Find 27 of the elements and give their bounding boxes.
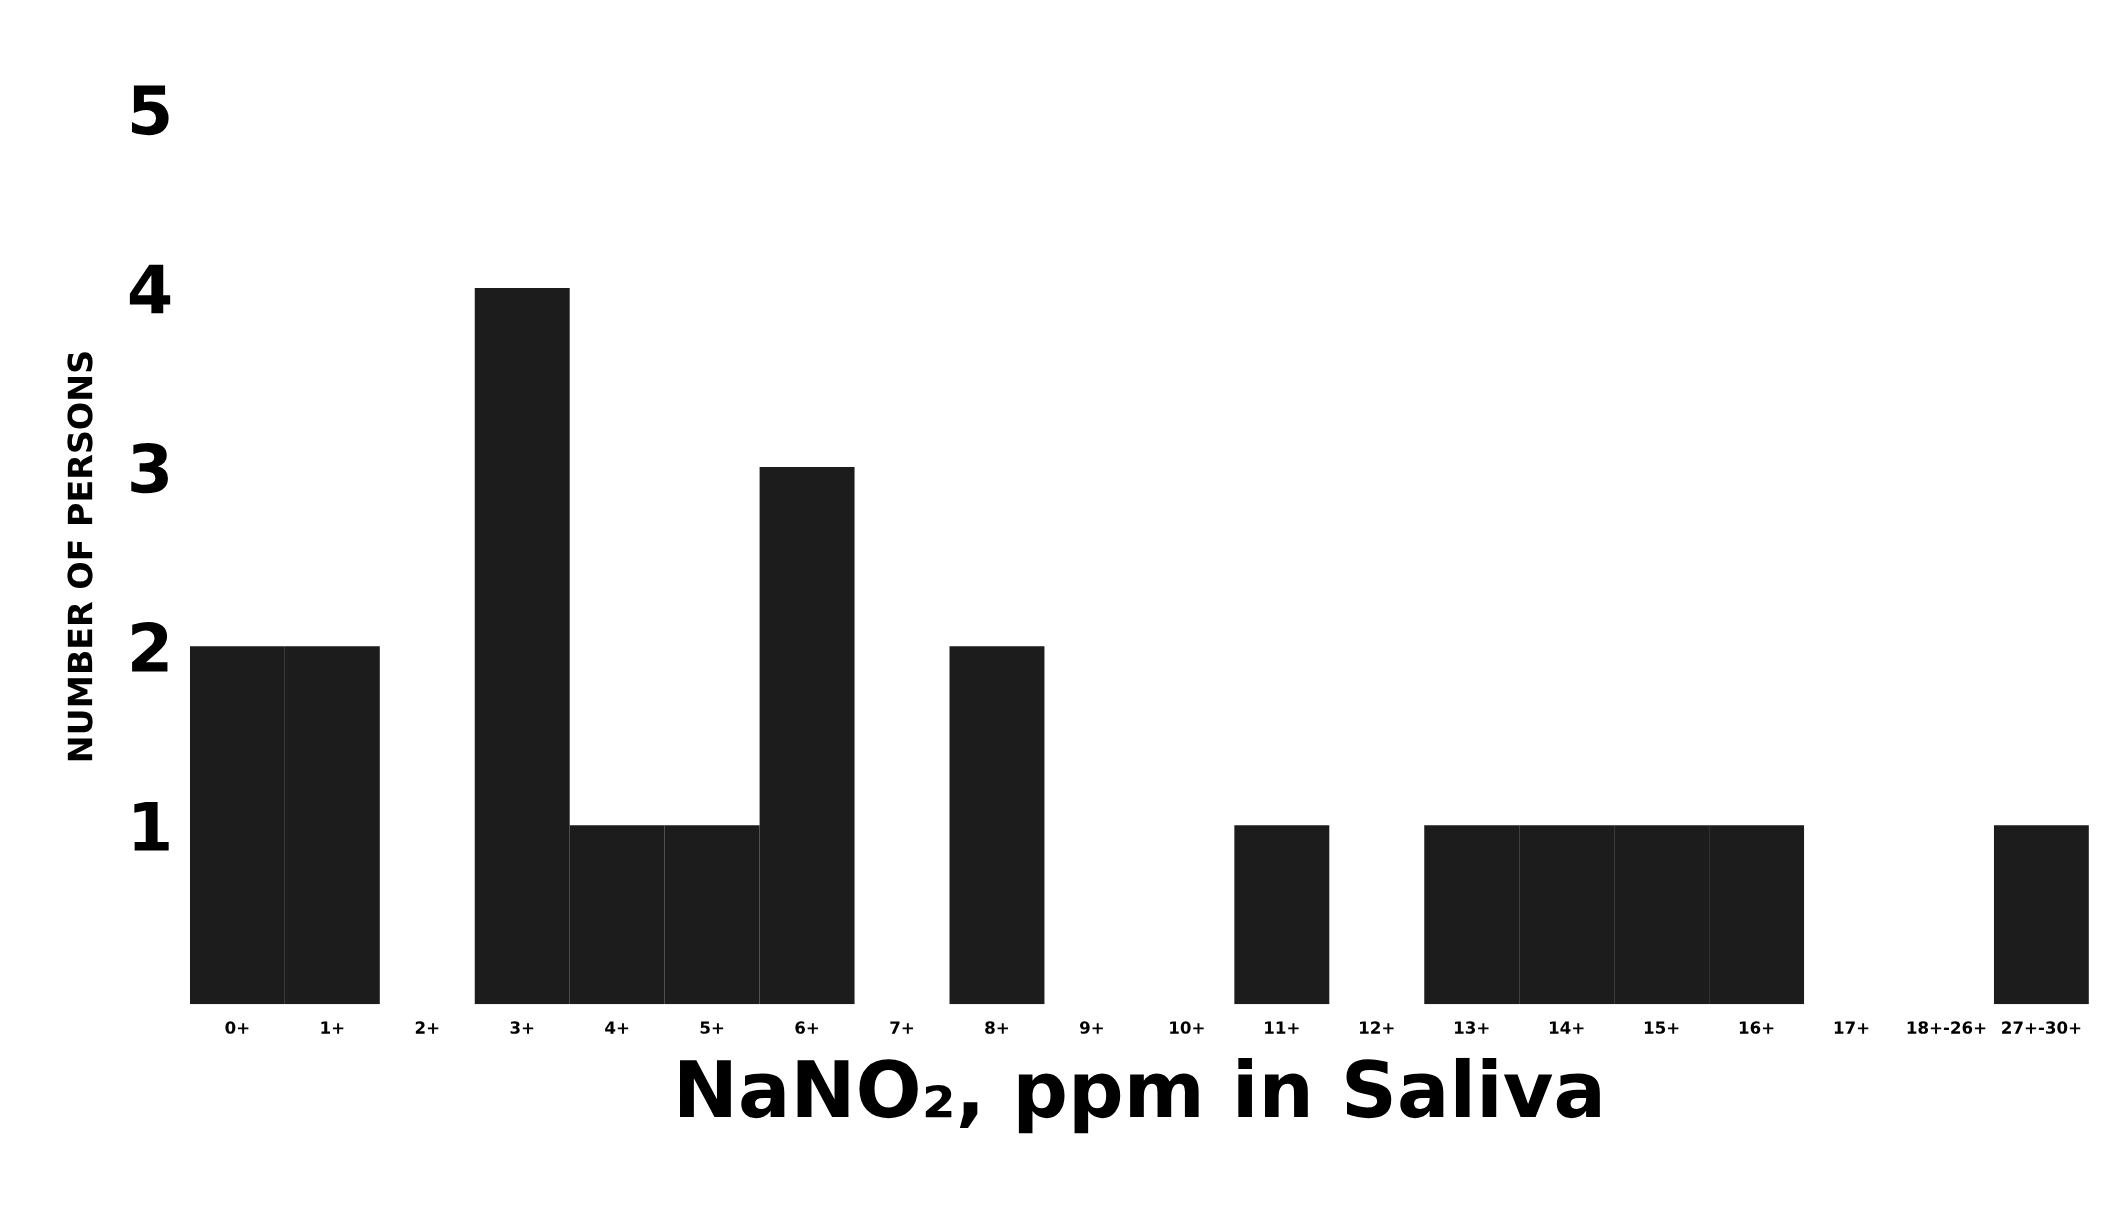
x-tick-label: 1+ — [321, 1021, 344, 1034]
x-tick-label: 12+ — [1360, 1021, 1394, 1034]
x-tick-label: 17+ — [1834, 1021, 1869, 1034]
x-tick-label: 6+ — [795, 1021, 819, 1034]
x-tick-label: 5+ — [700, 1021, 724, 1034]
x-tick-label: 14+ — [1549, 1021, 1584, 1034]
y-tick-label: 3 — [131, 442, 168, 494]
x-tick-label: 13+ — [1455, 1021, 1489, 1034]
y-tick-label: 5 — [131, 85, 169, 136]
x-tick-label: 11+ — [1265, 1021, 1299, 1034]
y-axis-title: NUMBER OF PERSONS — [67, 352, 93, 761]
x-axis-title: NaNO₂, ppm in Saliva — [680, 1057, 1600, 1134]
x-tick-label: 0+ — [225, 1021, 249, 1034]
y-tick-label: 2 — [132, 621, 168, 672]
x-tick-label: 2+ — [415, 1021, 439, 1034]
x-tick-label: 9+ — [1080, 1021, 1103, 1034]
x-tick-label: 7+ — [890, 1021, 914, 1034]
x-tick-label: 10+ — [1170, 1021, 1204, 1034]
y-tick-label: 4 — [129, 264, 171, 314]
x-tick-label: 16+ — [1739, 1021, 1774, 1034]
x-tick-label: 3+ — [510, 1021, 534, 1034]
x-tick-label: 8+ — [985, 1021, 1008, 1034]
x-tick-label: 27+-30+ — [2002, 1021, 2081, 1034]
x-tick-label: 4+ — [605, 1021, 629, 1034]
x-tick-label: 18+-26+ — [1907, 1021, 1986, 1034]
y-tick-label: 1 — [134, 801, 169, 851]
x-tick-label: 15+ — [1644, 1021, 1679, 1034]
